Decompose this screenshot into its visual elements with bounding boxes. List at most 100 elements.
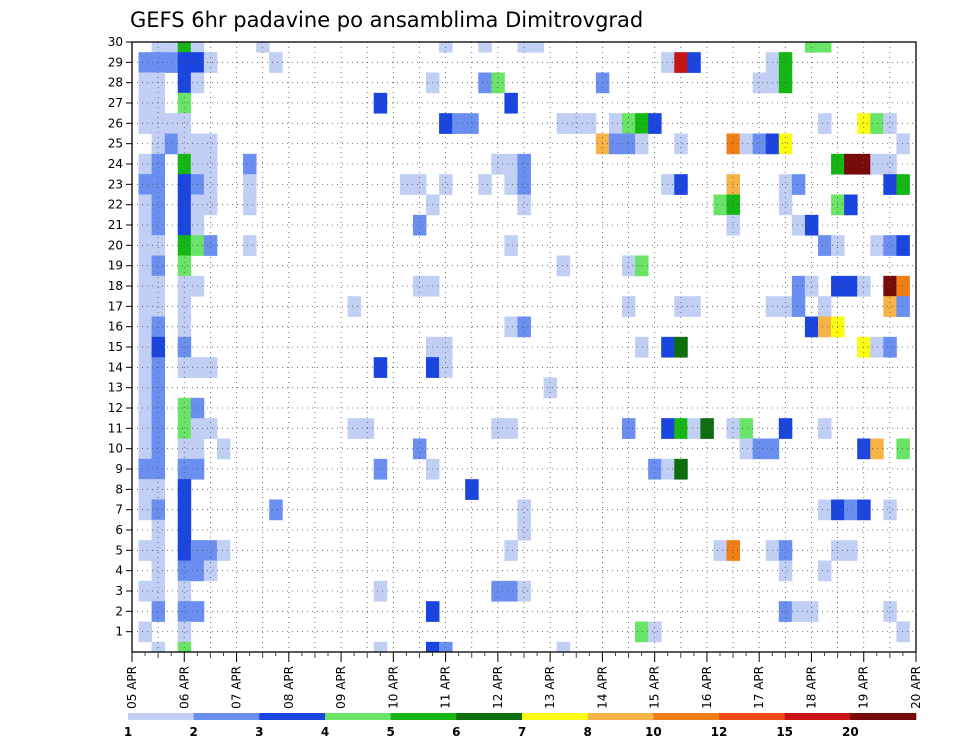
heatmap-cell <box>504 235 518 256</box>
heatmap-cell <box>216 540 231 561</box>
heatmap-cell <box>243 235 257 256</box>
colorbar-label: 10 <box>645 725 662 739</box>
heatmap-cell <box>138 92 152 114</box>
heatmap-cell <box>818 42 832 53</box>
heatmap-cell <box>177 458 192 480</box>
heatmap-cell <box>674 296 688 317</box>
heatmap-cell <box>151 296 166 317</box>
heatmap-cell <box>883 296 897 317</box>
x-tick-label: 20 APR <box>909 666 923 709</box>
heatmap-cell <box>818 296 832 317</box>
heatmap-cell <box>138 275 152 297</box>
heatmap-cell <box>556 113 571 134</box>
heatmap-cell <box>844 153 858 175</box>
heatmap-cell <box>517 519 531 541</box>
heatmap-cell <box>151 275 166 297</box>
y-tick-label: 2 <box>115 604 123 618</box>
heatmap-cell <box>504 580 518 602</box>
heatmap-cell <box>138 438 152 460</box>
heatmap-cell <box>373 641 388 653</box>
y-tick-label: 27 <box>108 96 123 110</box>
heatmap-cell <box>818 113 832 134</box>
heatmap-cell <box>896 133 910 155</box>
heatmap-cell <box>412 275 427 297</box>
colorbar-label: 4 <box>321 725 329 739</box>
y-tick-label: 12 <box>108 401 123 415</box>
heatmap-cell <box>465 113 479 134</box>
heatmap-cell <box>726 418 740 439</box>
heatmap-cell <box>818 560 832 582</box>
x-tick-label: 19 APR <box>857 666 871 709</box>
heatmap-cell <box>151 540 166 561</box>
heatmap-cell <box>177 540 192 561</box>
colorbar-swatch <box>653 713 720 720</box>
heatmap-cell <box>791 296 806 317</box>
heatmap-cell <box>857 153 871 175</box>
heatmap-cell <box>138 296 152 317</box>
heatmap-cell <box>517 580 531 602</box>
heatmap-cell <box>791 174 806 195</box>
heatmap-cell <box>347 418 362 439</box>
heatmap-cell <box>177 397 192 419</box>
heatmap-cell <box>164 113 179 134</box>
heatmap-cell <box>883 499 897 521</box>
heatmap-cell <box>622 255 636 277</box>
heatmap-cell <box>778 601 793 622</box>
heatmap-cell <box>177 133 192 155</box>
x-tick-label: 14 APR <box>595 666 609 709</box>
heatmap-cell <box>164 42 179 53</box>
heatmap-cell <box>412 438 427 460</box>
heatmap-cell <box>138 235 152 256</box>
y-tick-label: 20 <box>108 238 123 252</box>
heatmap-cell <box>177 235 192 256</box>
heatmap-cell <box>138 377 152 399</box>
heatmap-cell <box>818 418 832 439</box>
heatmap-cell <box>177 255 192 277</box>
heatmap-cell <box>504 92 518 114</box>
heatmap-cell <box>504 540 518 561</box>
heatmap-cell <box>177 479 192 500</box>
grid-lines <box>132 42 916 652</box>
heatmap-cell <box>517 316 531 338</box>
heatmap-cell <box>635 255 649 277</box>
heatmap-cell <box>138 72 152 94</box>
heatmap-cell <box>674 458 688 480</box>
heatmap-cell <box>491 418 505 439</box>
heatmap-cell <box>857 499 871 521</box>
colorbar-label: 20 <box>842 725 859 739</box>
x-tick-label: 13 APR <box>543 666 557 709</box>
heatmap-cell <box>151 499 166 521</box>
heatmap-cell <box>635 113 649 134</box>
y-tick-label: 19 <box>108 259 123 273</box>
heatmap-cell <box>818 316 832 338</box>
heatmap-cell <box>269 499 283 521</box>
y-tick-label: 30 <box>108 35 123 49</box>
heatmap-cell <box>151 418 166 439</box>
heatmap-cell <box>164 133 179 155</box>
heatmap-cell <box>478 72 492 94</box>
heatmap-cell <box>177 580 192 602</box>
heatmap-cell <box>138 214 152 236</box>
heatmap-cell <box>726 540 740 561</box>
heatmap-cell <box>896 275 910 297</box>
heatmap-cell <box>412 214 427 236</box>
colorbar-label: 2 <box>189 725 197 739</box>
colorbar-swatch <box>719 713 785 720</box>
heatmap-cell <box>465 479 479 500</box>
heatmap-cell <box>151 235 166 256</box>
colorbar-label: 15 <box>776 725 793 739</box>
y-tick-label: 15 <box>108 340 123 354</box>
heatmap-cell <box>151 255 166 277</box>
heatmap-cell <box>778 133 793 155</box>
colorbar-label: 7 <box>518 725 526 739</box>
heatmap-cell <box>713 540 727 561</box>
y-tick-label: 10 <box>108 442 123 456</box>
heatmap-cell <box>857 113 871 134</box>
heatmap-cell <box>517 499 531 521</box>
y-tick-label: 28 <box>108 76 123 90</box>
y-tick-label: 25 <box>108 137 123 151</box>
y-tick-label: 17 <box>108 299 123 313</box>
y-tick-label: 11 <box>108 421 123 435</box>
heatmap-cell <box>726 194 740 216</box>
